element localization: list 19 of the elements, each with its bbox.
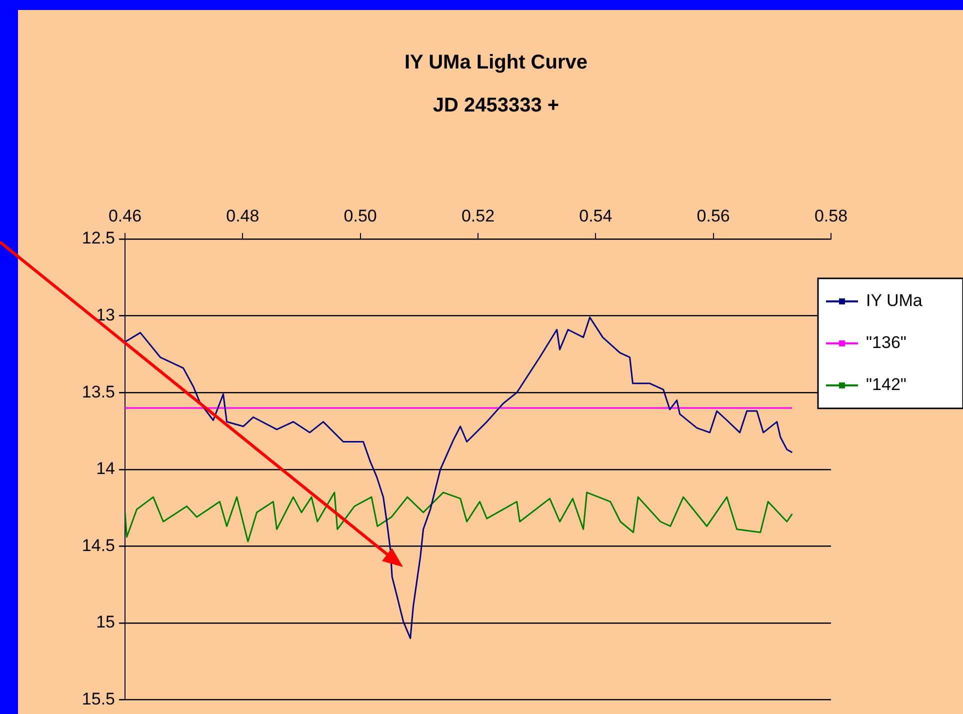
y-tick-label: 14 bbox=[96, 459, 115, 478]
y-tick-label: 14.5 bbox=[82, 536, 115, 555]
legend-label: "142" bbox=[866, 375, 906, 394]
legend-label: "136" bbox=[866, 333, 906, 352]
x-tick-label: 0.56 bbox=[696, 206, 730, 226]
x-tick-label: 0.46 bbox=[108, 206, 142, 226]
x-tick-label: 0.48 bbox=[226, 206, 260, 226]
y-tick-label: 15 bbox=[96, 612, 115, 632]
x-tick-label: 0.50 bbox=[344, 206, 377, 226]
y-tick-label: 12.5 bbox=[82, 228, 115, 248]
legend-label: IY UMa bbox=[866, 291, 923, 310]
x-tick-label: 0.58 bbox=[814, 206, 848, 226]
chart-title: IY UMa Light Curve bbox=[404, 52, 588, 74]
chart-subtitle: JD 2453333 + bbox=[432, 94, 560, 117]
x-tick-label: 0.54 bbox=[579, 206, 612, 226]
y-tick-label: 15.5 bbox=[82, 689, 115, 708]
x-tick-label: 0.52 bbox=[461, 206, 495, 226]
y-tick-label: 13.5 bbox=[82, 382, 115, 402]
y-tick-label: 13 bbox=[96, 305, 115, 324]
